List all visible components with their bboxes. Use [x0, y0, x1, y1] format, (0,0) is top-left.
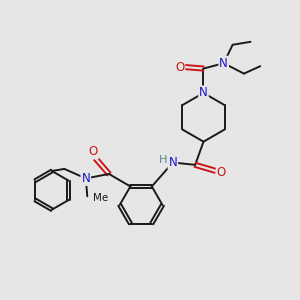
Text: N: N [199, 86, 208, 99]
Text: N: N [219, 57, 228, 70]
Text: Me: Me [93, 193, 108, 203]
Text: O: O [217, 166, 226, 179]
Text: N: N [81, 172, 90, 185]
Text: N: N [169, 156, 177, 169]
Text: H: H [159, 155, 168, 165]
Text: O: O [175, 61, 184, 74]
Text: O: O [88, 146, 98, 158]
